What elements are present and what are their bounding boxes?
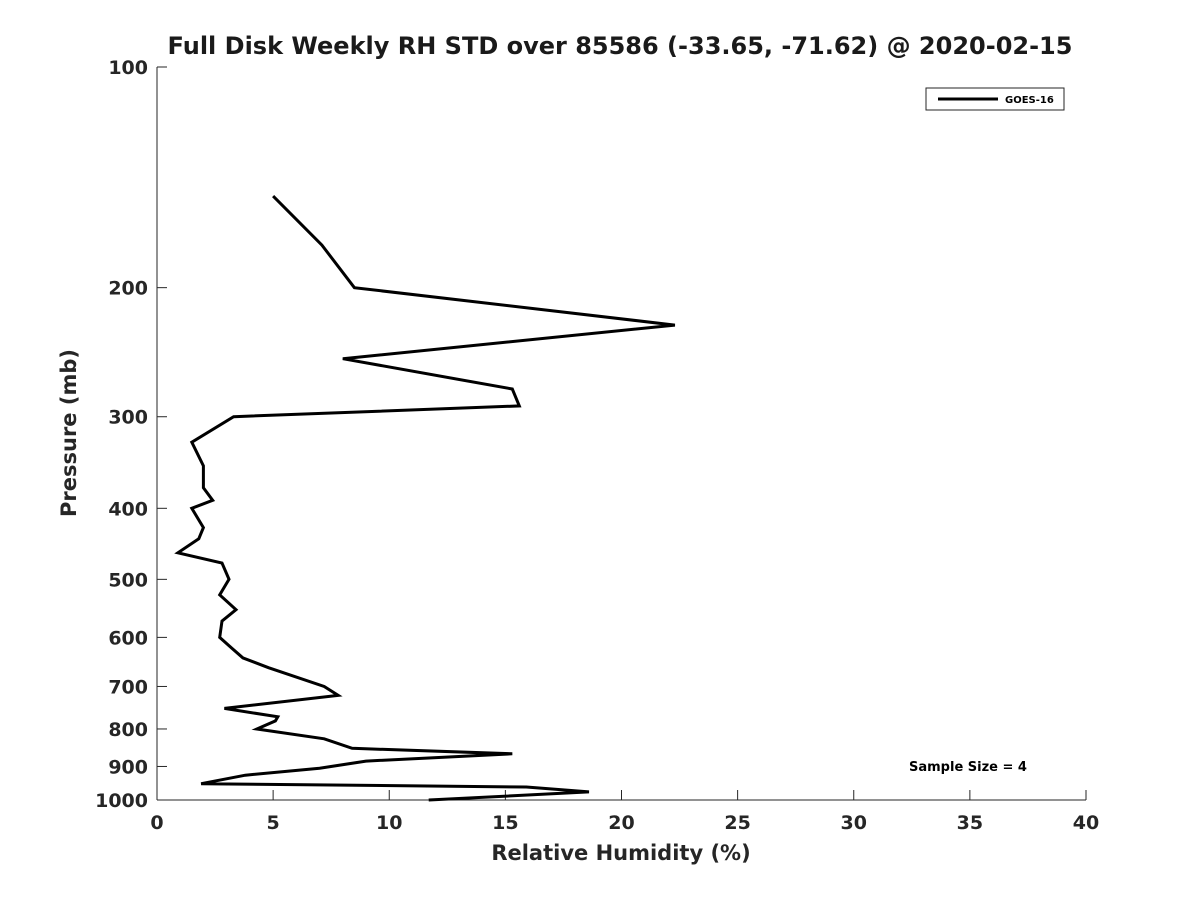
legend: GOES-16 [925, 87, 1065, 111]
y-tick-label: 500 [108, 569, 148, 591]
y-axis-ticks: 100 200 300 400 500 600 700 800 900 1000 [95, 57, 167, 812]
x-axis-label: Relative Humidity (%) [491, 841, 750, 865]
x-tick-label: 15 [492, 812, 518, 834]
x-tick-label: 10 [376, 812, 402, 834]
chart-title: Full Disk Weekly RH STD over 85586 (-33.… [168, 32, 1073, 60]
legend-label-goes-16: GOES-16 [1005, 95, 1054, 106]
series-layer [174, 195, 676, 802]
x-tick-label: 40 [1073, 812, 1099, 834]
sample-size-annotation: Sample Size = 4 [909, 760, 1027, 775]
x-tick-label: 30 [841, 812, 867, 834]
y-tick-label: 900 [108, 756, 148, 778]
y-tick-label: 100 [108, 57, 148, 79]
x-tick-label: 20 [608, 812, 634, 834]
x-tick-label: 35 [957, 812, 983, 834]
plot-area: 0 5 10 15 20 25 30 35 40 100 200 300 400 500 600 700 80… [95, 57, 1099, 834]
y-tick-label: 600 [108, 627, 148, 649]
y-tick-label: 1000 [95, 790, 148, 812]
y-tick-label: 400 [108, 498, 148, 520]
y-tick-label: 700 [108, 676, 148, 698]
x-tick-label: 5 [267, 812, 280, 834]
y-tick-label: 200 [108, 278, 148, 300]
y-axis-label: Pressure (mb) [57, 349, 81, 517]
series-line-goes-16 [174, 195, 676, 802]
y-tick-label: 800 [108, 719, 148, 741]
x-tick-label: 25 [724, 812, 750, 834]
y-tick-label: 300 [108, 407, 148, 429]
x-axis-ticks: 0 5 10 15 20 25 30 35 40 [150, 790, 1099, 834]
x-tick-label: 0 [150, 812, 163, 834]
